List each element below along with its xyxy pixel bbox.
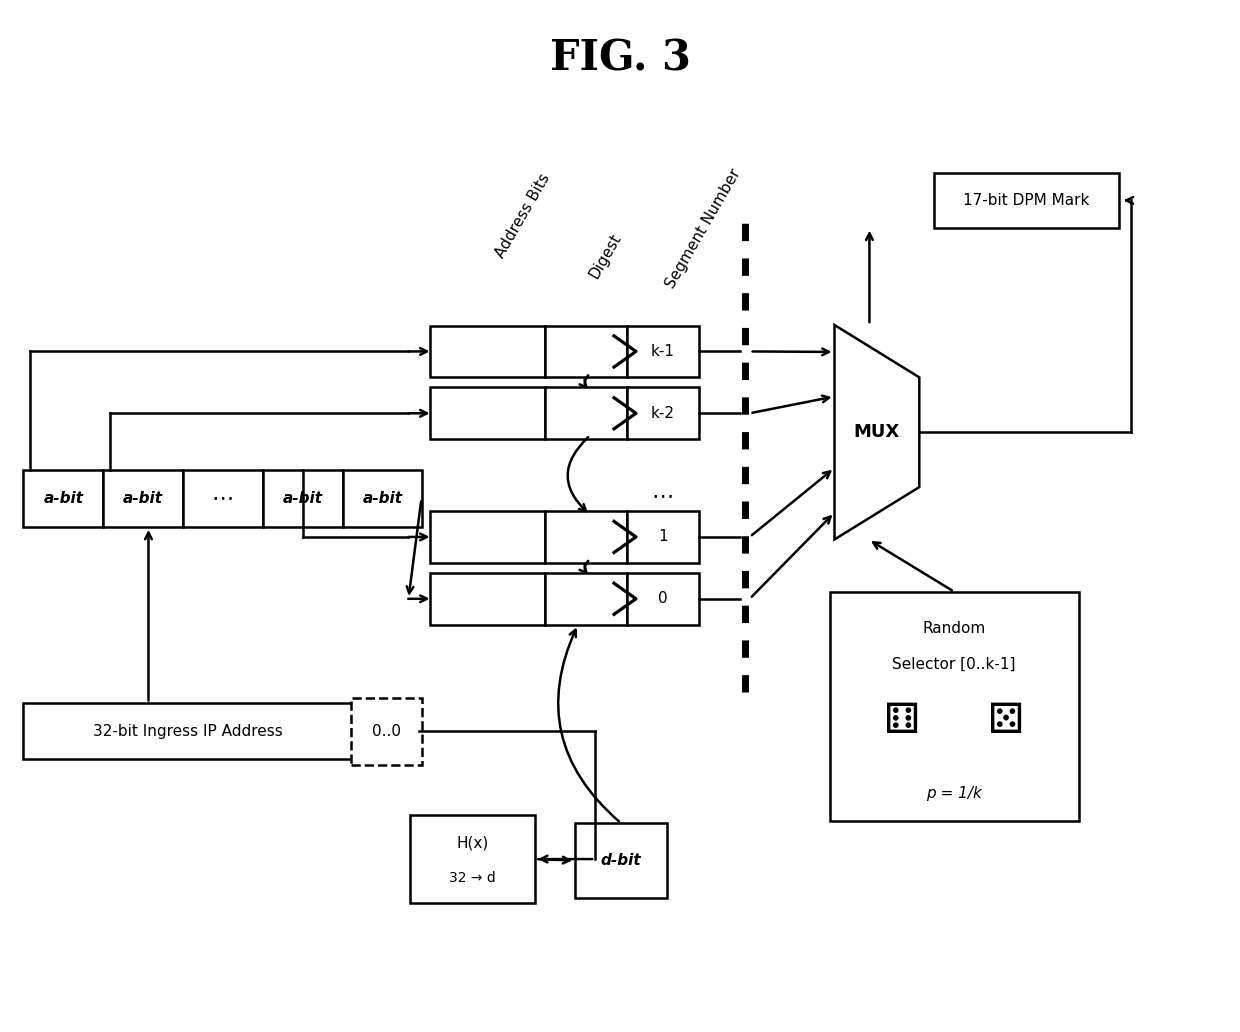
Bar — [627, 573, 699, 624]
Bar — [103, 471, 184, 527]
Text: 0: 0 — [658, 591, 667, 606]
Text: a-bit: a-bit — [362, 491, 403, 506]
Text: a-bit: a-bit — [283, 491, 322, 506]
Bar — [351, 698, 423, 766]
Bar — [934, 173, 1118, 228]
Text: k-1: k-1 — [651, 344, 675, 359]
Bar — [575, 824, 667, 898]
Text: 0..0: 0..0 — [372, 723, 401, 739]
Text: Selector [0..k-1]: Selector [0..k-1] — [893, 657, 1016, 672]
Bar — [430, 573, 546, 624]
Text: Address Bits: Address Bits — [492, 171, 553, 261]
Text: Digest: Digest — [587, 230, 624, 281]
Bar — [24, 704, 352, 760]
Text: d-bit: d-bit — [600, 853, 641, 868]
Text: ⋯: ⋯ — [652, 486, 675, 506]
Text: 32-bit Ingress IP Address: 32-bit Ingress IP Address — [93, 723, 283, 739]
Text: 17-bit DPM Mark: 17-bit DPM Mark — [963, 193, 1090, 207]
Bar — [546, 511, 627, 562]
Text: a-bit: a-bit — [123, 491, 164, 506]
Bar — [627, 511, 699, 562]
Text: FIG. 3: FIG. 3 — [549, 37, 691, 79]
Bar — [410, 815, 536, 903]
Polygon shape — [835, 325, 919, 540]
Bar — [627, 387, 699, 440]
Text: ⚅: ⚅ — [884, 701, 920, 742]
Text: 32 → d: 32 → d — [449, 871, 496, 885]
Text: Random: Random — [923, 621, 986, 636]
Bar — [342, 471, 423, 527]
Bar — [430, 387, 546, 440]
Bar — [627, 325, 699, 378]
Text: p = 1/k: p = 1/k — [926, 785, 982, 801]
Bar — [546, 387, 627, 440]
Bar — [263, 471, 342, 527]
Text: H(x): H(x) — [456, 836, 489, 850]
Bar — [830, 591, 1079, 821]
Bar — [430, 325, 546, 378]
Text: Segment Number: Segment Number — [663, 166, 744, 291]
Bar — [546, 573, 627, 624]
Text: ⚄: ⚄ — [988, 701, 1024, 742]
Text: 1: 1 — [658, 529, 667, 545]
Text: a-bit: a-bit — [43, 491, 83, 506]
Text: k-2: k-2 — [651, 406, 675, 421]
Bar — [24, 471, 103, 527]
Bar — [430, 511, 546, 562]
Text: MUX: MUX — [854, 423, 900, 442]
Text: ⋯: ⋯ — [212, 488, 234, 509]
Bar — [184, 471, 263, 527]
Bar — [546, 325, 627, 378]
